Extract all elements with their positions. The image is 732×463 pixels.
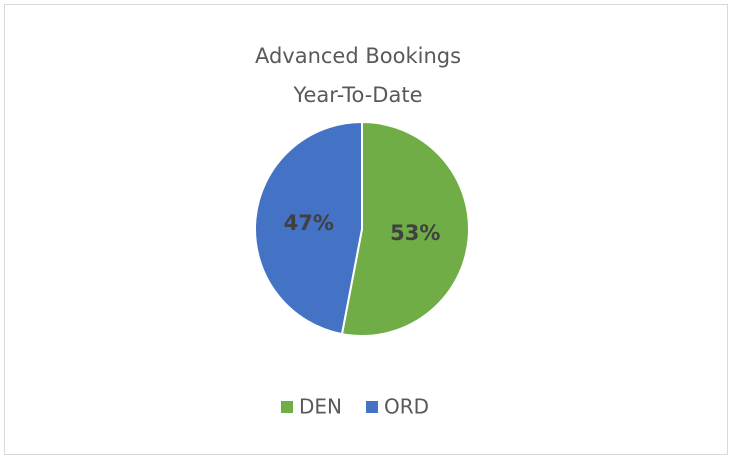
legend-label: DEN [299,395,342,419]
chart-title: Advanced Bookings [255,44,461,68]
chart-title: Year-To-Date [292,83,422,107]
legend-swatch [366,401,378,413]
legend-swatch [281,401,293,413]
pie-slice [254,120,363,336]
pie: 53% 47% [254,120,470,337]
legend: DEN ORD [281,395,429,419]
legend-label: ORD [384,395,429,419]
data-label: 47% [284,211,334,235]
pie-slice [340,120,470,337]
data-label: 53% [390,221,440,245]
